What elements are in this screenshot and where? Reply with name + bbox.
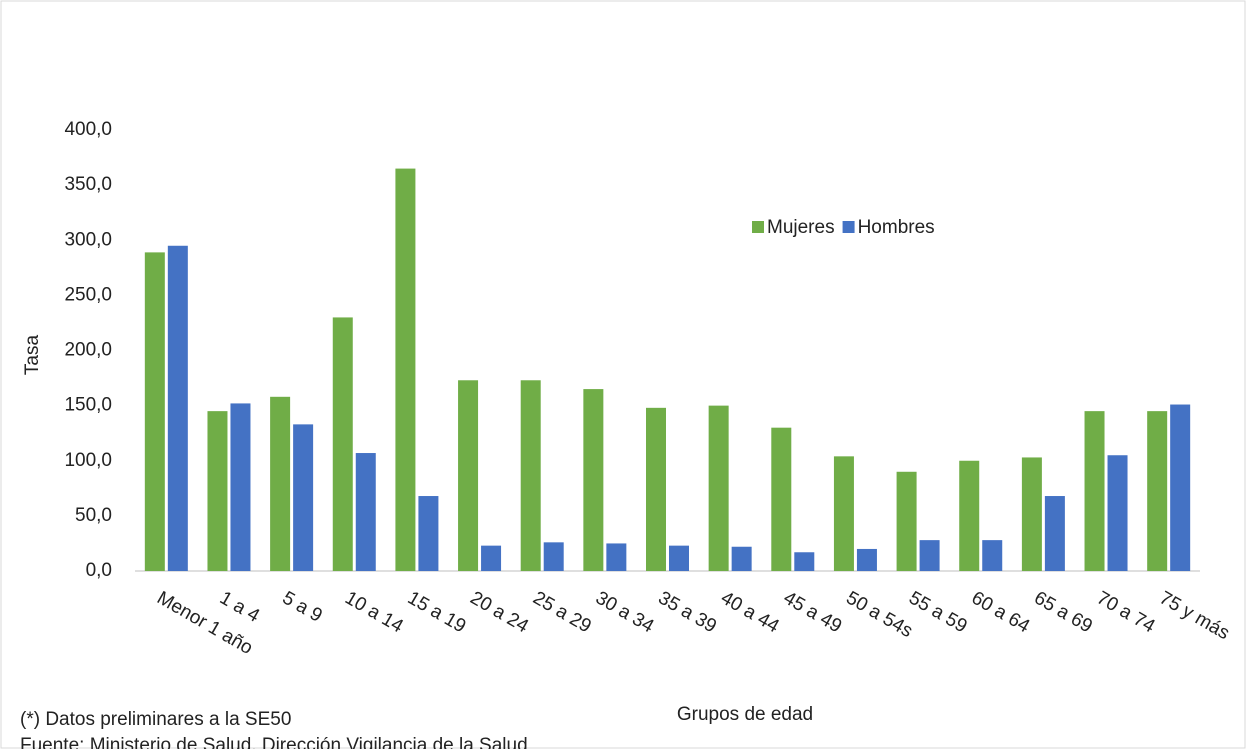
bar — [833, 456, 854, 571]
bar — [207, 411, 228, 571]
legend-label: Hombres — [858, 217, 935, 238]
bar — [230, 403, 251, 571]
y-tick-label: 300,0 — [64, 229, 112, 250]
bar — [293, 424, 314, 571]
bar — [794, 552, 815, 571]
bar — [856, 548, 877, 571]
bar — [708, 405, 729, 571]
y-tick-label: 0,0 — [86, 560, 112, 581]
bar — [919, 540, 940, 571]
bar — [270, 396, 291, 571]
bar — [355, 453, 376, 571]
bar — [896, 471, 917, 571]
legend-label: Mujeres — [767, 217, 835, 238]
bar — [520, 380, 541, 571]
bar — [395, 168, 416, 571]
bar — [144, 252, 165, 571]
bar — [1170, 404, 1191, 571]
bar — [458, 380, 479, 571]
bar — [418, 496, 439, 571]
y-tick-label: 100,0 — [64, 450, 112, 471]
bar — [1044, 496, 1065, 571]
y-tick-label: 400,0 — [64, 119, 112, 140]
bar — [646, 407, 666, 571]
legend-swatch — [752, 221, 764, 233]
footnote: Fuente: Ministerio de Salud, Dirección V… — [20, 735, 528, 749]
bar — [1084, 411, 1105, 571]
bar — [332, 317, 353, 571]
bar — [583, 389, 604, 571]
bar — [543, 542, 564, 571]
bar — [731, 546, 752, 571]
bar — [669, 545, 689, 571]
footnote: (*) Datos preliminares a la SE50 — [20, 709, 291, 730]
x-axis-label: Grupos de edad — [677, 704, 813, 725]
bar — [167, 245, 188, 571]
y-tick-label: 50,0 — [75, 505, 112, 526]
y-axis-label: Tasa — [22, 335, 43, 376]
bar — [606, 543, 627, 571]
bar — [959, 460, 980, 571]
bar — [1107, 455, 1128, 571]
bar — [1147, 411, 1168, 571]
bar — [771, 427, 792, 571]
y-tick-label: 250,0 — [64, 284, 112, 305]
bar — [1021, 457, 1042, 571]
y-tick-label: 200,0 — [64, 340, 112, 361]
y-tick-label: 350,0 — [64, 174, 112, 195]
bar — [982, 540, 1003, 571]
y-tick-label: 150,0 — [64, 395, 112, 416]
bar — [481, 545, 502, 571]
legend-swatch — [842, 221, 855, 233]
